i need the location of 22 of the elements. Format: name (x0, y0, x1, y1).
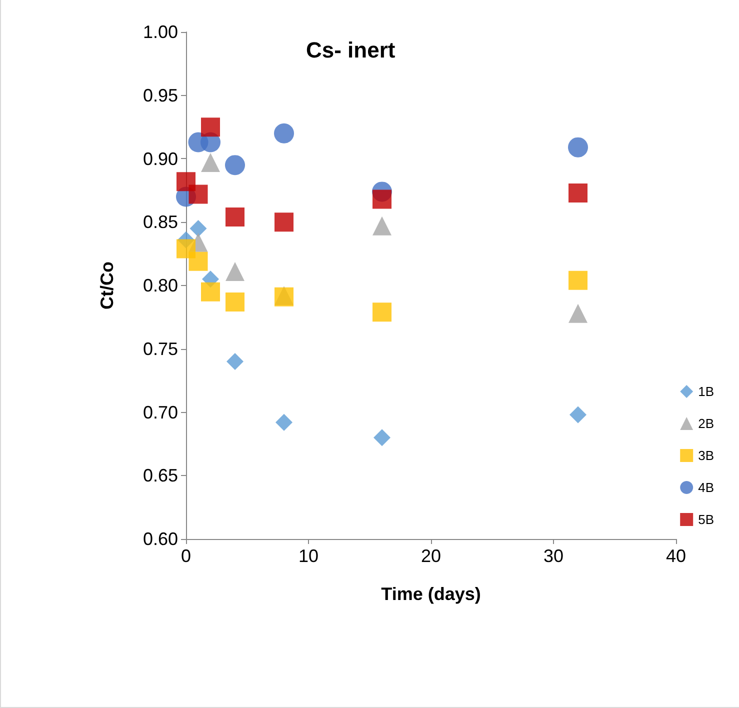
x-tick-label: 30 (543, 546, 564, 566)
y-tick-label: 0.95 (142, 85, 178, 106)
legend-label: 2B (698, 416, 714, 431)
x-tick-label: 20 (420, 546, 442, 566)
x-tick-label: 10 (298, 546, 319, 566)
y-axis-title: Ct/Co (97, 262, 117, 310)
x-tick-label: 0 (180, 546, 192, 566)
x-axis-title: Time (days) (381, 584, 481, 604)
y-tick-label: 0.60 (142, 529, 178, 549)
legend-label: 3B (698, 448, 714, 463)
legend-label: 5B (698, 512, 714, 527)
y-tick-label: 0.75 (142, 338, 178, 359)
x-tick-label: 40 (666, 546, 686, 566)
y-tick-label: 0.85 (142, 212, 178, 232)
legend-label: 4B (698, 480, 714, 495)
y-tick-label: 0.90 (142, 148, 178, 169)
y-tick-label: 1.00 (142, 22, 178, 42)
legend-label: 1B (698, 384, 714, 399)
chart-title: Cs- inert (306, 38, 396, 62)
y-tick-label: 0.80 (142, 276, 178, 296)
y-tick-label: 0.70 (142, 402, 178, 422)
y-tick-label: 0.65 (142, 466, 178, 486)
